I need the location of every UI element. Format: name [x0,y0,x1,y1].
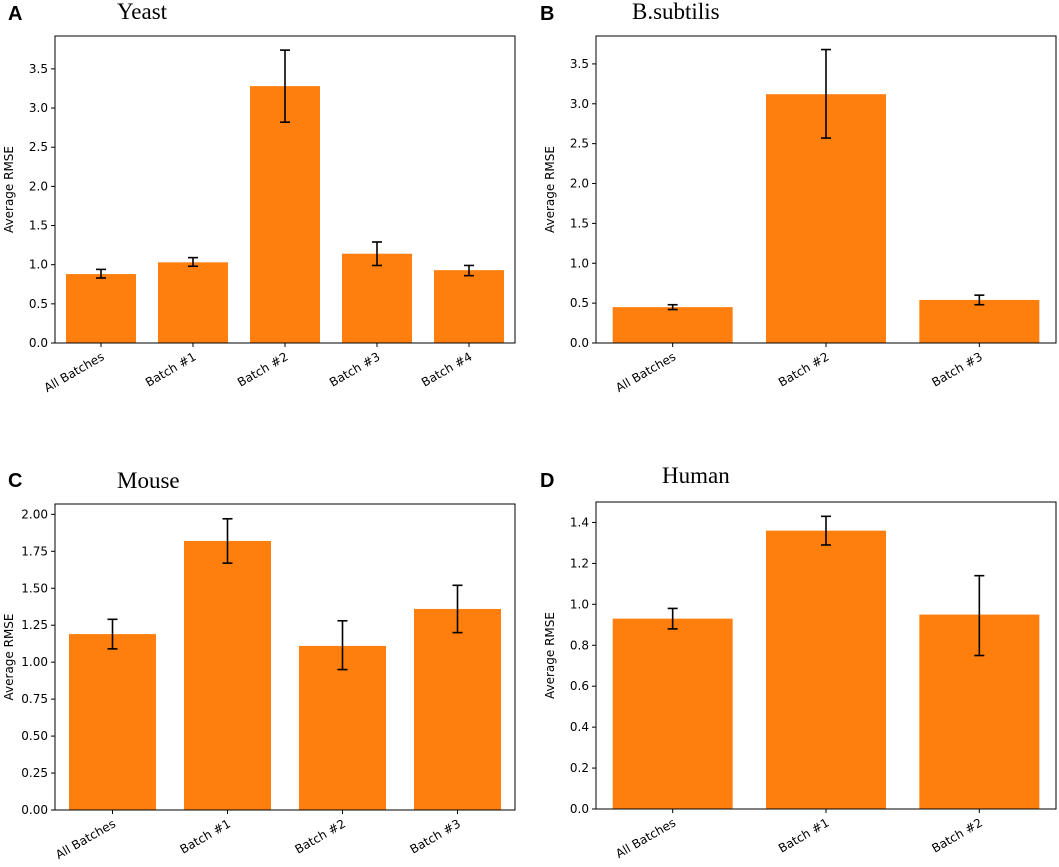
y-tick-label: 1.00 [21,655,48,669]
y-tick-label: 3.5 [570,57,589,71]
y-tick-label: 0.4 [570,720,589,734]
y-tick-label: 2.5 [570,137,589,151]
y-tick-label: 0.5 [570,296,589,310]
bar-1 [612,618,733,809]
y-tick-label: 0.5 [29,297,48,311]
x-tick-label: Batch #2 [293,816,348,856]
x-tick-label: Batch #1 [143,349,198,389]
x-tick-label: Batch #3 [929,349,984,389]
panel-title-mouse: Mouse [117,468,180,493]
x-tick-label: Batch #3 [327,349,382,389]
y-tick-label: 0.50 [21,729,48,743]
panel-a: A Yeast 0.0 0.5 1.0 1.5 2.0 2.5 3.0 3.5 All Batc… [2,0,516,395]
y-tick-label: 1.25 [21,618,48,632]
y-tick-label: 0.8 [570,638,589,652]
x-tick-label: All Batches [613,349,678,395]
panel-letter-a: A [8,3,22,25]
y-tick-label: 0.6 [570,679,589,693]
y-tick-label: 2.0 [29,179,48,193]
panel-b: B B.subtilis 0.0 0.5 1.0 1.5 2.0 2.5 3.0 3.5 All… [540,0,1057,395]
panel-letter-c: C [8,470,22,492]
y-tick-label: 2.5 [29,140,48,154]
x-tick-label: Batch #1 [776,815,831,855]
y-tick-label: 1.5 [570,216,589,230]
panel-letter-d: D [540,470,554,492]
y-tick-label: 0.0 [29,336,48,350]
y-tick-label: 1.0 [570,597,589,611]
chart-mouse: 0.00 0.25 0.50 0.75 1.00 1.25 1.50 1.75 2.00 All … [2,503,516,862]
y-tick-label: 2.00 [21,507,48,521]
y-axis-label: Average RMSE [2,614,16,701]
bar-3 [250,86,320,344]
y-axis-label: Average RMSE [2,146,16,233]
y-tick-label: 0.2 [570,761,589,775]
panel-letter-b: B [540,3,554,25]
y-tick-label: 0.0 [570,336,589,350]
y-tick-label: 3.0 [570,97,589,111]
y-tick-label: 2.0 [570,177,589,191]
bar-2 [184,540,271,810]
x-tick-label: All Batches [613,815,678,861]
x-tick-label: Batch #2 [929,815,984,855]
y-tick-label: 0.25 [21,766,48,780]
y-tick-label: 1.5 [29,219,48,233]
y-tick-label: 3.0 [29,101,48,115]
y-axis-label: Average RMSE [543,146,557,233]
bar-4 [414,608,501,810]
panel-d: D Human 0.0 0.2 0.4 0.6 0.8 1.0 1.2 1.4 All Batc… [540,463,1057,861]
bar-3 [299,645,386,810]
y-tick-label: 1.50 [21,581,48,595]
y-tick-label: 1.75 [21,544,48,558]
y-tick-label: 0.00 [21,803,48,817]
bar-1 [612,307,733,343]
chart-bsubtilis: 0.0 0.5 1.0 1.5 2.0 2.5 3.0 3.5 All Batches Batch… [543,35,1057,395]
y-tick-label: 3.5 [29,62,48,76]
panel-title-yeast: Yeast [117,0,168,24]
y-tick-label: 1.0 [29,258,48,272]
x-tick-label: Batch #2 [235,349,290,389]
y-axis-label: Average RMSE [543,612,557,699]
bar-4 [342,253,412,343]
x-tick-label: All Batches [53,816,118,862]
y-tick-label: 1.4 [570,515,589,529]
x-tick-label: Batch #1 [178,816,233,856]
x-tick-label: Batch #3 [408,816,463,856]
x-tick-label: Batch #2 [776,349,831,389]
bar-1 [66,274,136,343]
panel-title-human: Human [662,463,730,488]
x-tick-label: All Batches [42,349,107,395]
bar-3 [919,299,1040,343]
chart-yeast: 0.0 0.5 1.0 1.5 2.0 2.5 3.0 3.5 All Batches Batch… [2,35,516,395]
y-tick-label: 0.75 [21,692,48,706]
bar-5 [434,270,504,343]
chart-human: 0.0 0.2 0.4 0.6 0.8 1.0 1.2 1.4 All Batches Batch… [543,501,1057,861]
bar-1 [69,634,156,810]
panel-c: C Mouse 0.00 0.25 0.50 0.75 1.00 1.25 1.50 1.75… [2,468,516,862]
axes-frame [54,503,516,811]
bar-2 [766,530,886,809]
bar-2 [158,262,228,343]
panel-title-bsubtilis: B.subtilis [632,0,720,24]
y-tick-label: 1.2 [570,556,589,570]
y-tick-label: 0.0 [570,802,589,816]
x-tick-label: Batch #4 [419,349,474,389]
y-tick-label: 1.0 [570,256,589,270]
